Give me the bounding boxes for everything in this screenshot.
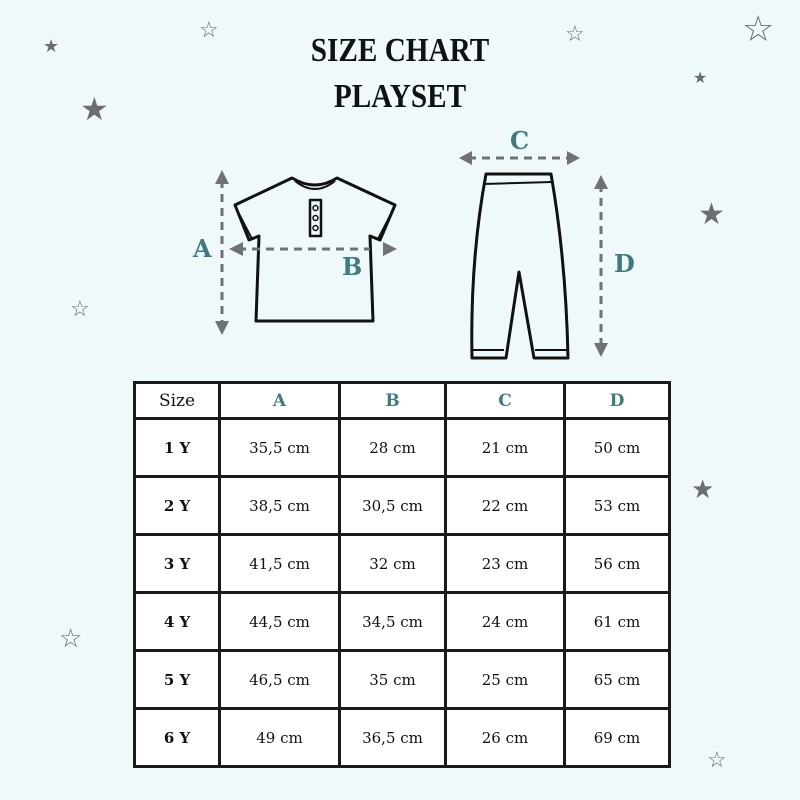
measurement-cell: 38,5 cm: [218, 475, 341, 536]
size-cell: 3 Y: [133, 533, 221, 594]
star-icon: ★: [80, 90, 109, 128]
measurement-cell: 35,5 cm: [218, 417, 341, 478]
measurement-cell: 35 cm: [338, 649, 447, 710]
dimension-label-a: A: [193, 234, 212, 263]
garment-diagram: [215, 151, 608, 360]
measurement-cell: 61 cm: [563, 591, 671, 652]
size-cell: 6 Y: [133, 707, 221, 768]
measurement-arrows: [220, 156, 603, 348]
header-c: C: [444, 381, 566, 420]
header-b: B: [338, 381, 447, 420]
star-icon: ★: [698, 197, 725, 232]
table-row: 6 Y 49 cm 36,5 cm 26 cm 69 cm: [133, 707, 671, 768]
measurement-cell: 21 cm: [444, 417, 566, 478]
dimension-label-b: B: [342, 252, 363, 281]
measurement-cell: 44,5 cm: [218, 591, 341, 652]
measurement-cell: 50 cm: [563, 417, 671, 478]
dimension-label-c: C: [510, 126, 530, 155]
title-line-1: SIZE CHART: [310, 32, 490, 69]
star-outline-icon: ☆: [59, 624, 83, 654]
measurement-cell: 30,5 cm: [338, 475, 447, 536]
header-a: A: [218, 381, 341, 420]
star-icon: ★: [693, 68, 708, 87]
measurement-cell: 32 cm: [338, 533, 447, 594]
measurement-cell: 46,5 cm: [218, 649, 341, 710]
measurement-cell: 23 cm: [444, 533, 566, 594]
header-size: Size: [133, 381, 221, 420]
table-row: 1 Y 35,5 cm 28 cm 21 cm 50 cm: [133, 417, 671, 478]
pants-illustration: [470, 172, 570, 360]
size-cell: 4 Y: [133, 591, 221, 652]
table-row: 5 Y 46,5 cm 35 cm 25 cm 65 cm: [133, 649, 671, 710]
size-table: Size A B C D 1 Y 35,5 cm 28 cm 21 cm 50 cm 2 …: [133, 381, 671, 768]
measurement-cell: 41,5 cm: [218, 533, 341, 594]
title-line-2: PLAYSET: [333, 78, 467, 115]
table-row: 2 Y 38,5 cm 30,5 cm 22 cm 53 cm: [133, 475, 671, 536]
star-outline-icon: ☆: [707, 748, 727, 773]
star-outline-icon: ☆: [742, 9, 775, 50]
table-row: 3 Y 41,5 cm 32 cm 23 cm 56 cm: [133, 533, 671, 594]
measurement-cell: 69 cm: [563, 707, 671, 768]
star-icon: ★: [691, 475, 715, 505]
measurement-cell: 36,5 cm: [338, 707, 447, 768]
measurement-cell: 56 cm: [563, 533, 671, 594]
measurement-cell: 49 cm: [218, 707, 341, 768]
arrowheads: [215, 151, 608, 357]
measurement-cell: 26 cm: [444, 707, 566, 768]
size-cell: 2 Y: [133, 475, 221, 536]
star-outline-icon: ☆: [199, 18, 219, 43]
table-row: 4 Y 44,5 cm 34,5 cm 24 cm 61 cm: [133, 591, 671, 652]
measurement-cell: 28 cm: [338, 417, 447, 478]
size-cell: 5 Y: [133, 649, 221, 710]
measurement-cell: 22 cm: [444, 475, 566, 536]
table-header-row: Size A B C D: [133, 381, 671, 420]
measurement-cell: 65 cm: [563, 649, 671, 710]
measurement-cell: 53 cm: [563, 475, 671, 536]
size-cell: 1 Y: [133, 417, 221, 478]
star-icon: ★: [43, 36, 60, 57]
measurement-cell: 34,5 cm: [338, 591, 447, 652]
measurement-cell: 24 cm: [444, 591, 566, 652]
measurement-cell: 25 cm: [444, 649, 566, 710]
header-d: D: [563, 381, 671, 420]
dimension-label-d: D: [614, 249, 635, 278]
star-outline-icon: ☆: [565, 22, 585, 47]
star-outline-icon: ☆: [70, 297, 90, 322]
